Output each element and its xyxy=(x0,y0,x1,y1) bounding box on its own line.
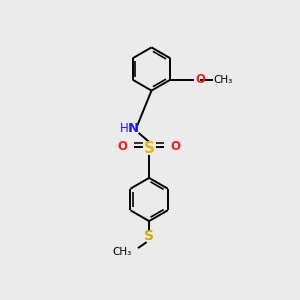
Text: CH₃: CH₃ xyxy=(214,75,233,85)
Text: H: H xyxy=(119,122,128,136)
Text: O: O xyxy=(118,140,128,154)
Text: O: O xyxy=(195,73,206,86)
Text: O: O xyxy=(171,140,181,154)
Text: N: N xyxy=(128,122,139,136)
Text: S: S xyxy=(144,229,154,243)
Text: S: S xyxy=(144,141,154,156)
Text: CH₃: CH₃ xyxy=(112,247,131,257)
